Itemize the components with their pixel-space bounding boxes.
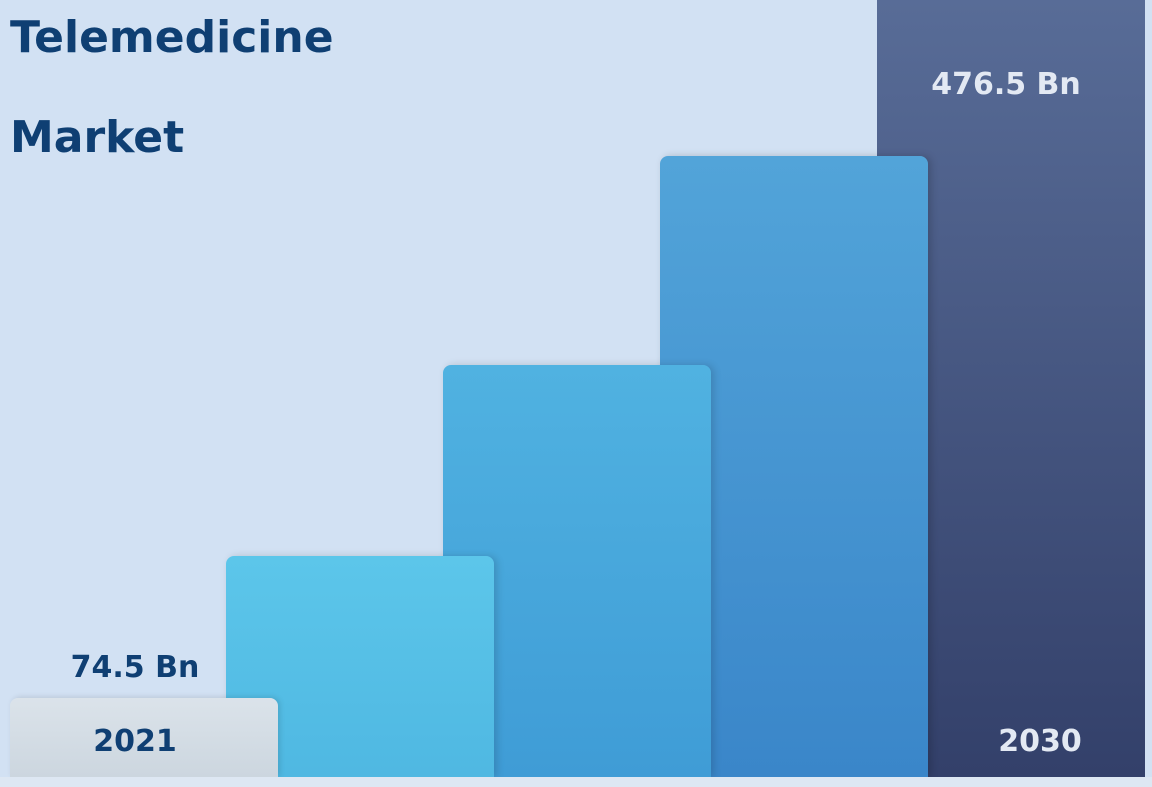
end-year: 2030 (998, 724, 1082, 759)
floor (0, 777, 1152, 787)
end-value: 476.5 Bn (931, 67, 1081, 102)
bar-2021 (10, 698, 278, 777)
title: Market (10, 112, 185, 163)
start-year: 2021 (93, 724, 177, 759)
start-value: 74.5 Bn (70, 650, 200, 685)
title: Telemedicine (10, 12, 334, 63)
